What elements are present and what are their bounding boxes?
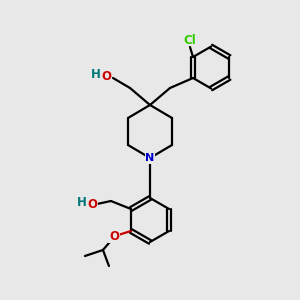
Text: O: O (101, 70, 111, 83)
Text: H: H (77, 196, 87, 208)
Text: H: H (91, 68, 101, 82)
Text: O: O (109, 230, 119, 242)
Text: O: O (87, 197, 97, 211)
Text: Cl: Cl (184, 34, 196, 47)
Text: N: N (146, 153, 154, 163)
